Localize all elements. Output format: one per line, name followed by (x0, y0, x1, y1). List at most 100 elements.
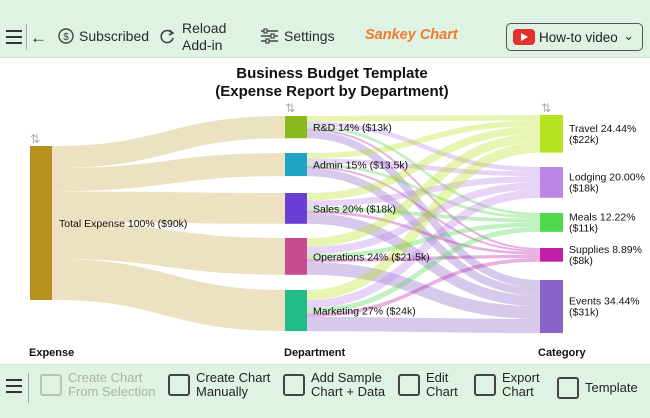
sankey-labels: Total Expense 100% ($90k) R&D 14% ($13k) A… (59, 122, 645, 318)
sankey-link-0-4 (306, 130, 541, 288)
sankey-link-0-2 (306, 125, 541, 216)
sort-arrows-expense-icon[interactable]: ⇅ (30, 132, 40, 146)
label-category-2: Meals 12.22% (569, 211, 636, 223)
reload-label: Reload Add-in (182, 20, 227, 53)
bottom-toolbar-divider (28, 373, 29, 403)
sort-arrows-department-icon[interactable]: ⇅ (285, 101, 295, 115)
column-label-department: Department (284, 347, 345, 359)
node-category-4[interactable] (540, 280, 563, 334)
edit-chart-label: Edit Chart (426, 370, 458, 399)
back-arrow-icon[interactable]: ← (30, 28, 47, 47)
sort-arrows-category-icon[interactable]: ⇅ (541, 101, 551, 115)
dollar-icon: $ (58, 28, 74, 44)
label-category-value-0: ($22k) (569, 134, 599, 146)
sankey-link-2-1 (306, 176, 541, 207)
sankey-link-4-3 (306, 258, 541, 317)
create-manually-label: Create Chart Manually (196, 370, 271, 399)
sankey-link-expense-0 (51, 115, 286, 169)
sankey-link-1-3 (306, 166, 541, 253)
label-total-expense: Total Expense 100% ($90k) (59, 218, 187, 230)
sankey-link-0-0 (306, 115, 541, 122)
settings-button[interactable]: Settings (260, 28, 335, 44)
node-category-0[interactable] (540, 115, 563, 153)
label-category-4: Events 34.44% (569, 296, 640, 308)
svg-text:⇅: ⇅ (30, 132, 40, 146)
sankey-link-3-3 (306, 254, 541, 263)
reload-addin-button[interactable]: Reload Add-in (157, 20, 226, 54)
sliders-icon (261, 28, 278, 44)
sankey-link-expense-2 (51, 191, 286, 224)
table-edit-icon (168, 374, 190, 396)
label-department-0: R&D 14% ($13k) (313, 122, 392, 134)
sankey-link-1-2 (306, 163, 541, 219)
sankey-link-3-0 (306, 133, 541, 247)
node-category-3[interactable] (540, 248, 563, 262)
node-category-2[interactable] (540, 213, 563, 232)
sankey-link-4-2 (306, 226, 541, 314)
subscribed-button[interactable]: $ Subscribed (58, 28, 149, 44)
youtube-icon (513, 29, 535, 45)
bottom-menu-icon[interactable] (6, 379, 22, 393)
sankey-link-4-4 (306, 316, 541, 334)
node-department-1[interactable] (285, 153, 307, 177)
sankey-link-4-0 (306, 142, 541, 301)
export-chart-label: Export Chart (502, 370, 540, 399)
sankey-link-expense-1 (51, 153, 286, 192)
menu-icon[interactable] (6, 30, 22, 44)
sankey-link-3-1 (306, 182, 541, 255)
sankey-link-1-0 (306, 120, 541, 159)
toolbar-divider (26, 24, 27, 50)
sankey-link-0-3 (306, 128, 541, 250)
sankey-link-0-1 (306, 121, 541, 172)
sankey-link-1-4 (306, 168, 541, 296)
template-label: Template (585, 380, 638, 395)
howto-label: How-to video (539, 30, 618, 45)
label-category-0: Travel 24.44% (569, 123, 636, 135)
add-sample-button[interactable]: Add Sample Chart + Data (283, 371, 385, 399)
column-label-expense: Expense (29, 347, 74, 359)
label-department-2: Sales 20% ($18k) (313, 203, 396, 215)
node-category-1[interactable] (540, 167, 563, 198)
create-from-selection-label: Create Chart From Selection (68, 370, 156, 399)
label-category-value-4: ($31k) (569, 307, 599, 319)
settings-label: Settings (284, 28, 335, 44)
sankey-nodes (30, 115, 563, 334)
edit-chart-icon (398, 374, 420, 396)
add-data-icon (283, 374, 305, 396)
label-category-3: Supplies 8.89% (569, 244, 642, 256)
table-grid-icon (40, 374, 62, 396)
brand-title: Sankey Chart (365, 27, 458, 43)
column-label-category: Category (538, 347, 587, 359)
edit-chart-button[interactable]: Edit Chart (398, 371, 458, 399)
top-toolbar: ← $ Subscribed Reload Add-in Settings Sa… (0, 0, 650, 58)
sankey-link-1-1 (306, 158, 541, 177)
svg-text:⇅: ⇅ (541, 101, 551, 115)
chevron-down-icon: ⌄ (623, 28, 634, 43)
sankey-link-expense-3 (51, 222, 286, 275)
template-button[interactable]: Template (557, 377, 638, 399)
node-department-3[interactable] (285, 238, 307, 275)
chart-title-line2: (Expense Report by Department) (215, 83, 448, 100)
node-total-expense[interactable] (30, 146, 52, 300)
sankey-link-3-4 (306, 262, 541, 319)
add-sample-label: Add Sample Chart + Data (311, 370, 386, 399)
sankey-link-3-2 (306, 222, 541, 259)
sankey-links (51, 115, 541, 334)
sankey-chart: Business Budget Template (Expense Report… (29, 65, 645, 359)
subscribed-label: Subscribed (79, 28, 150, 44)
create-manually-button[interactable]: Create Chart Manually (168, 371, 270, 399)
label-category-value-2: ($11k) (569, 222, 598, 234)
howto-video-dropdown[interactable]: How-to video ⌄ (506, 23, 643, 51)
node-department-4[interactable] (285, 290, 307, 332)
node-department-2[interactable] (285, 193, 307, 224)
node-department-0[interactable] (285, 116, 307, 139)
create-from-selection-button[interactable]: Create Chart From Selection (40, 371, 155, 399)
label-category-1: Lodging 20.00% (569, 171, 645, 183)
sankey-link-2-3 (306, 210, 541, 255)
template-chart-icon (557, 377, 579, 399)
sankey-link-4-1 (306, 189, 541, 309)
export-chart-button[interactable]: Export Chart (474, 371, 540, 399)
label-category-value-3: ($8k) (569, 255, 593, 267)
sankey-link-2-4 (306, 213, 541, 307)
label-department-4: Marketing 27% ($24k) (313, 306, 416, 318)
